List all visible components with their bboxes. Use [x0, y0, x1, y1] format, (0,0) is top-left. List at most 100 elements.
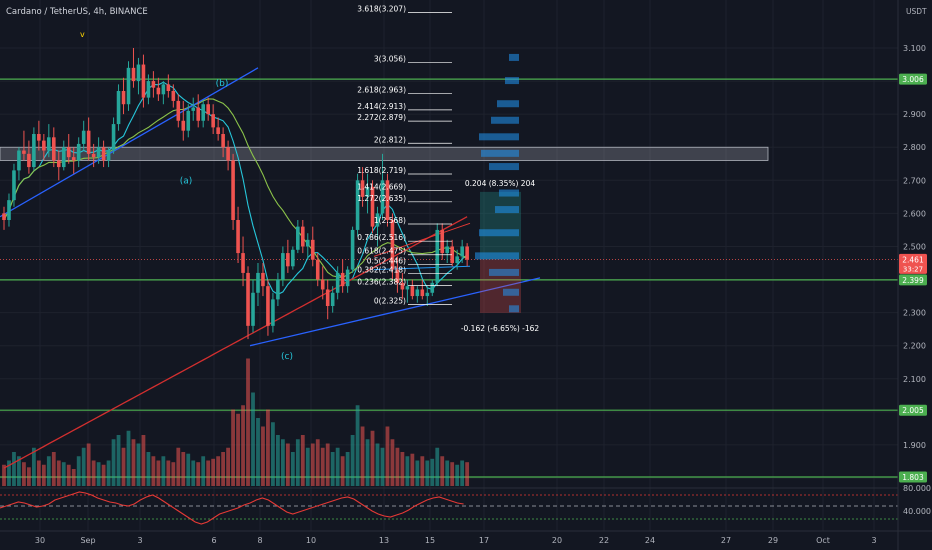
candle-body [191, 107, 196, 111]
candle-body [131, 67, 136, 82]
volume-profile-bar [479, 229, 519, 237]
volume-bar [91, 460, 96, 486]
candle-body [226, 147, 230, 161]
price-tick-label: 2.500 [903, 242, 926, 251]
time-tick-label: 10 [306, 536, 316, 545]
volume-bar [425, 460, 430, 486]
candle-body [111, 124, 116, 151]
candle-body [450, 246, 454, 263]
candle-body [276, 279, 280, 300]
volume-bar [2, 464, 6, 486]
candle-body [460, 246, 464, 257]
fib-level-label: 2.272(2.879) [357, 113, 406, 122]
volume-bar [370, 430, 375, 486]
volume-bar [31, 447, 36, 486]
candle-body [271, 299, 275, 326]
volume-bar [251, 392, 255, 486]
candle-body [340, 272, 345, 287]
candle-body [296, 226, 300, 250]
osc-tick-label: 80.000 [903, 484, 931, 493]
price-tick-label: 3.100 [903, 44, 926, 53]
time-tick-label: 24 [645, 536, 655, 545]
volume-bar [340, 456, 345, 486]
volume-profile-bar [489, 163, 519, 171]
fib-level-label: 1(2.568) [374, 216, 406, 225]
volume-bar [181, 452, 186, 486]
time-tick-label: 3 [871, 536, 876, 545]
candle-body [360, 180, 365, 197]
candle-body [186, 110, 191, 131]
ma-layer [3, 81, 468, 469]
candle-body [420, 289, 425, 297]
volume-bar [176, 447, 181, 486]
volume-bar [395, 447, 400, 486]
candle-body [106, 150, 111, 161]
candle-body [176, 100, 181, 121]
resistance-zone [0, 146, 769, 161]
chart-title: Cardano / TetherUS, 4h, BINANCE [6, 7, 148, 17]
fib-level-label: 2.414(2.913) [357, 102, 406, 111]
volume-bar [350, 435, 355, 486]
volume-profile-bar [509, 53, 519, 61]
time-tick-label: 30 [35, 536, 45, 545]
price-tick-label: 2.300 [903, 309, 926, 318]
candle-body [236, 220, 240, 254]
volume-bar [335, 447, 340, 486]
candle-body [22, 150, 26, 154]
volume-bar [465, 462, 470, 486]
volume-bar [126, 430, 131, 486]
wave-layer: (a) (b) (c) [180, 79, 293, 362]
triangle-upper-line [373, 265, 471, 271]
fib-level-label: 0(2.325) [374, 296, 406, 305]
volume-bar [310, 443, 315, 486]
position-layer: 0.204 (8.35%) 204 -0.162 (-6.65%) -162 [461, 53, 539, 333]
candle-body [81, 130, 86, 144]
volume-bar [455, 464, 460, 486]
ma-slow-line [3, 216, 468, 469]
candle-body [465, 246, 469, 260]
volume-bar [211, 458, 216, 486]
price-tick-label: 1.900 [903, 441, 926, 450]
fib-level-label: 0.618(2.475) [357, 247, 406, 256]
volume-profile-bar [505, 77, 519, 85]
volume-bar [400, 452, 405, 486]
volume-bar [285, 443, 290, 486]
candle-body [415, 289, 420, 297]
candle-body [91, 153, 96, 158]
candle-body [196, 107, 201, 121]
volume-bar [385, 426, 390, 486]
fib-level-label: 1.272(2.635) [357, 194, 406, 203]
time-tick-label: 3 [137, 536, 142, 545]
triangle-red-line [373, 222, 471, 257]
price-badge [899, 404, 927, 416]
price-badge-label: 2.461 [902, 255, 924, 264]
volume-profile-bar [475, 252, 519, 260]
time-tick-label: Oct [816, 536, 830, 545]
candle-body [156, 87, 161, 95]
candle-body [405, 286, 410, 290]
candle-body [370, 186, 375, 227]
candle-body [455, 256, 459, 263]
volume-bar [191, 460, 196, 486]
candle-body [395, 269, 400, 283]
volume-bar [206, 460, 211, 486]
candle-body [206, 104, 210, 115]
candle-body [71, 157, 76, 161]
candle-layer [2, 48, 469, 340]
candle-body [32, 134, 36, 168]
volume-bar [355, 405, 360, 486]
volume-bar [141, 435, 146, 486]
time-tick-label: 8 [257, 536, 262, 545]
volume-profile-bar [503, 288, 519, 296]
candle-body [345, 269, 350, 287]
volume-bar [76, 456, 81, 486]
candle-body [101, 147, 106, 161]
time-axis[interactable]: 30 Sep 3 6 8 10 13 15 17 20 22 24 27 29 Oct 3 [0, 530, 932, 545]
volume-layer [2, 358, 470, 486]
candle-body [355, 180, 360, 230]
price-tick-label: 2.200 [903, 342, 926, 351]
candle-body [146, 81, 151, 98]
fib-level-label: 1.618(2.719) [357, 166, 406, 175]
candle-body [286, 253, 290, 267]
